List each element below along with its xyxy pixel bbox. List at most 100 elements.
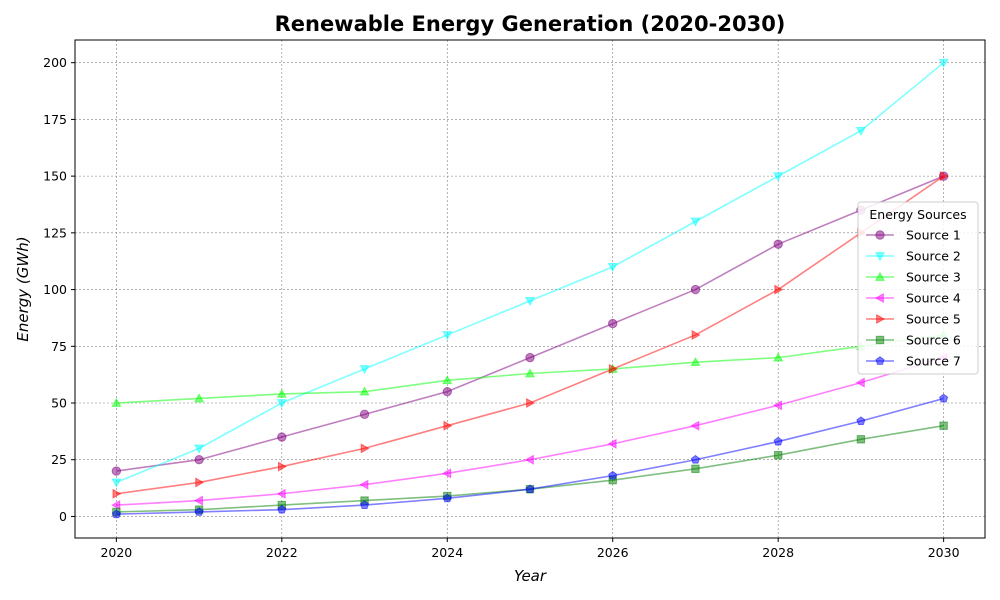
legend-marker	[875, 230, 885, 240]
data-point	[359, 365, 370, 375]
data-point	[111, 397, 122, 407]
data-point	[855, 126, 866, 136]
data-point	[856, 435, 866, 444]
series-7	[111, 393, 949, 519]
legend-label: Source 5	[906, 312, 961, 327]
x-tick-label: 2020	[100, 545, 132, 560]
data-point	[276, 399, 287, 409]
data-point	[690, 217, 701, 227]
legend-title: Energy Sources	[869, 207, 966, 222]
legend-item: Source 6	[866, 333, 961, 348]
series-2	[111, 58, 949, 488]
data-point	[690, 420, 700, 431]
series-line	[116, 175, 944, 472]
data-point	[112, 488, 122, 499]
x-tick-label: 2030	[928, 545, 960, 560]
x-axis: 2020 2022 2024 2026 2028 2030	[100, 538, 960, 560]
x-tick-label: 2022	[266, 545, 298, 560]
data-point	[277, 461, 288, 472]
data-point	[359, 500, 370, 510]
y-axis: 0 25 50 75 100 125 150 175 200	[43, 55, 75, 524]
data-point	[442, 493, 452, 503]
data-point	[111, 478, 122, 488]
x-tick-label: 2028	[762, 545, 794, 560]
legend-item: Source 5	[866, 312, 961, 327]
data-point	[773, 352, 784, 362]
data-point	[443, 420, 453, 431]
data-point	[773, 172, 784, 182]
legend-label: Source 2	[906, 249, 961, 264]
series-3	[111, 329, 949, 407]
data-point	[193, 495, 203, 506]
data-point	[524, 368, 536, 378]
data-point	[525, 484, 535, 494]
data-point	[608, 363, 618, 375]
data-point	[194, 507, 204, 516]
data-point	[939, 393, 949, 403]
y-tick-label: 25	[51, 452, 67, 467]
data-point	[360, 443, 370, 454]
data-point	[608, 470, 618, 480]
series-6	[112, 421, 948, 517]
legend-marker	[874, 292, 884, 304]
data-point	[526, 397, 536, 409]
data-point	[277, 504, 287, 514]
data-point	[276, 388, 287, 398]
legend-marker	[874, 252, 886, 262]
data-point	[525, 352, 535, 363]
legend-label: Source 4	[906, 291, 961, 306]
legend-item: Source 2	[866, 249, 961, 264]
data-point	[442, 386, 452, 397]
chart-title: Renewable Energy Generation (2020-2030)	[275, 12, 786, 36]
data-point	[359, 479, 369, 490]
data-point	[690, 356, 701, 367]
legend-item: Source 4	[866, 291, 961, 306]
series-layer	[111, 58, 949, 519]
data-point	[276, 488, 286, 499]
data-point	[442, 468, 452, 479]
y-tick-label: 75	[51, 339, 67, 354]
legend-box	[857, 201, 979, 375]
y-tick-label: 100	[43, 282, 67, 297]
legend-item: Source 1	[866, 228, 961, 243]
y-tick-label: 0	[59, 509, 67, 524]
data-point	[194, 393, 205, 403]
x-tick-label: 2024	[431, 545, 463, 560]
data-point	[938, 58, 949, 68]
y-tick-label: 200	[43, 55, 67, 70]
y-tick-label: 175	[43, 112, 67, 127]
y-tick-label: 50	[51, 396, 67, 411]
series-line	[116, 424, 944, 513]
y-tick-label: 150	[43, 169, 67, 184]
x-tick-label: 2026	[597, 545, 629, 560]
legend-marker	[874, 271, 886, 281]
series-5	[112, 171, 949, 499]
data-point	[773, 239, 783, 249]
legend-items: Source 1 Source 2 Source 3 Source 4 Source 5…	[866, 228, 961, 369]
series-line	[116, 175, 945, 495]
x-axis-label: Year	[514, 567, 547, 585]
data-point	[774, 284, 784, 295]
legend-label: Source 3	[906, 270, 961, 285]
legend-marker	[876, 313, 886, 325]
data-point	[111, 466, 122, 476]
data-point	[773, 436, 783, 446]
data-point	[607, 438, 617, 449]
data-point	[277, 432, 287, 442]
data-point	[772, 400, 783, 411]
data-point	[690, 454, 701, 464]
data-point	[194, 455, 204, 465]
data-point	[111, 500, 121, 511]
data-point	[939, 171, 949, 182]
legend-marker	[875, 356, 885, 365]
data-point	[608, 318, 618, 329]
y-tick-label: 125	[43, 225, 67, 240]
data-point	[359, 386, 370, 396]
data-point	[856, 416, 866, 426]
data-point	[691, 329, 701, 340]
data-point	[195, 477, 205, 488]
legend-label: Source 1	[906, 228, 961, 243]
series-line	[116, 62, 945, 484]
data-point	[855, 377, 865, 388]
